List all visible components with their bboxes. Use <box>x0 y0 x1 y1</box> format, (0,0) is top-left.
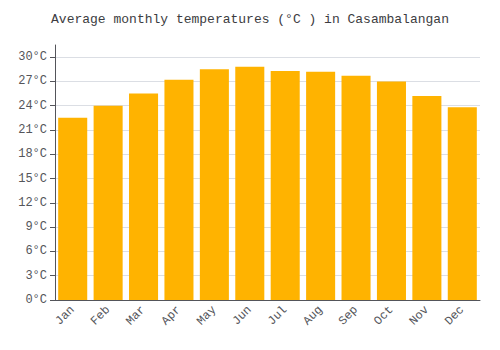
svg-text:30°C: 30°C <box>18 50 47 64</box>
svg-text:Mar: Mar <box>123 303 148 328</box>
svg-text:Aug: Aug <box>300 303 325 328</box>
svg-text:Jun: Jun <box>230 303 255 328</box>
svg-text:Apr: Apr <box>159 303 184 328</box>
svg-text:6°C: 6°C <box>25 244 47 258</box>
svg-text:Jan: Jan <box>53 303 78 328</box>
svg-text:3°C: 3°C <box>25 269 47 283</box>
svg-text:15°C: 15°C <box>18 172 47 186</box>
svg-text:Average monthly temperatures (: Average monthly temperatures (°C ) in Ca… <box>51 12 449 27</box>
svg-text:Jul: Jul <box>265 303 290 328</box>
svg-text:Sep: Sep <box>336 303 361 328</box>
svg-text:Dec: Dec <box>442 303 467 328</box>
svg-text:24°C: 24°C <box>18 99 47 113</box>
svg-text:Feb: Feb <box>88 303 113 328</box>
svg-text:0°C: 0°C <box>25 293 47 307</box>
svg-text:Oct: Oct <box>371 303 396 328</box>
svg-text:9°C: 9°C <box>25 220 47 234</box>
svg-text:18°C: 18°C <box>18 147 47 161</box>
svg-text:27°C: 27°C <box>18 74 47 88</box>
svg-text:12°C: 12°C <box>18 196 47 210</box>
svg-text:Nov: Nov <box>407 303 432 328</box>
svg-text:May: May <box>194 303 219 328</box>
svg-text:21°C: 21°C <box>18 123 47 137</box>
